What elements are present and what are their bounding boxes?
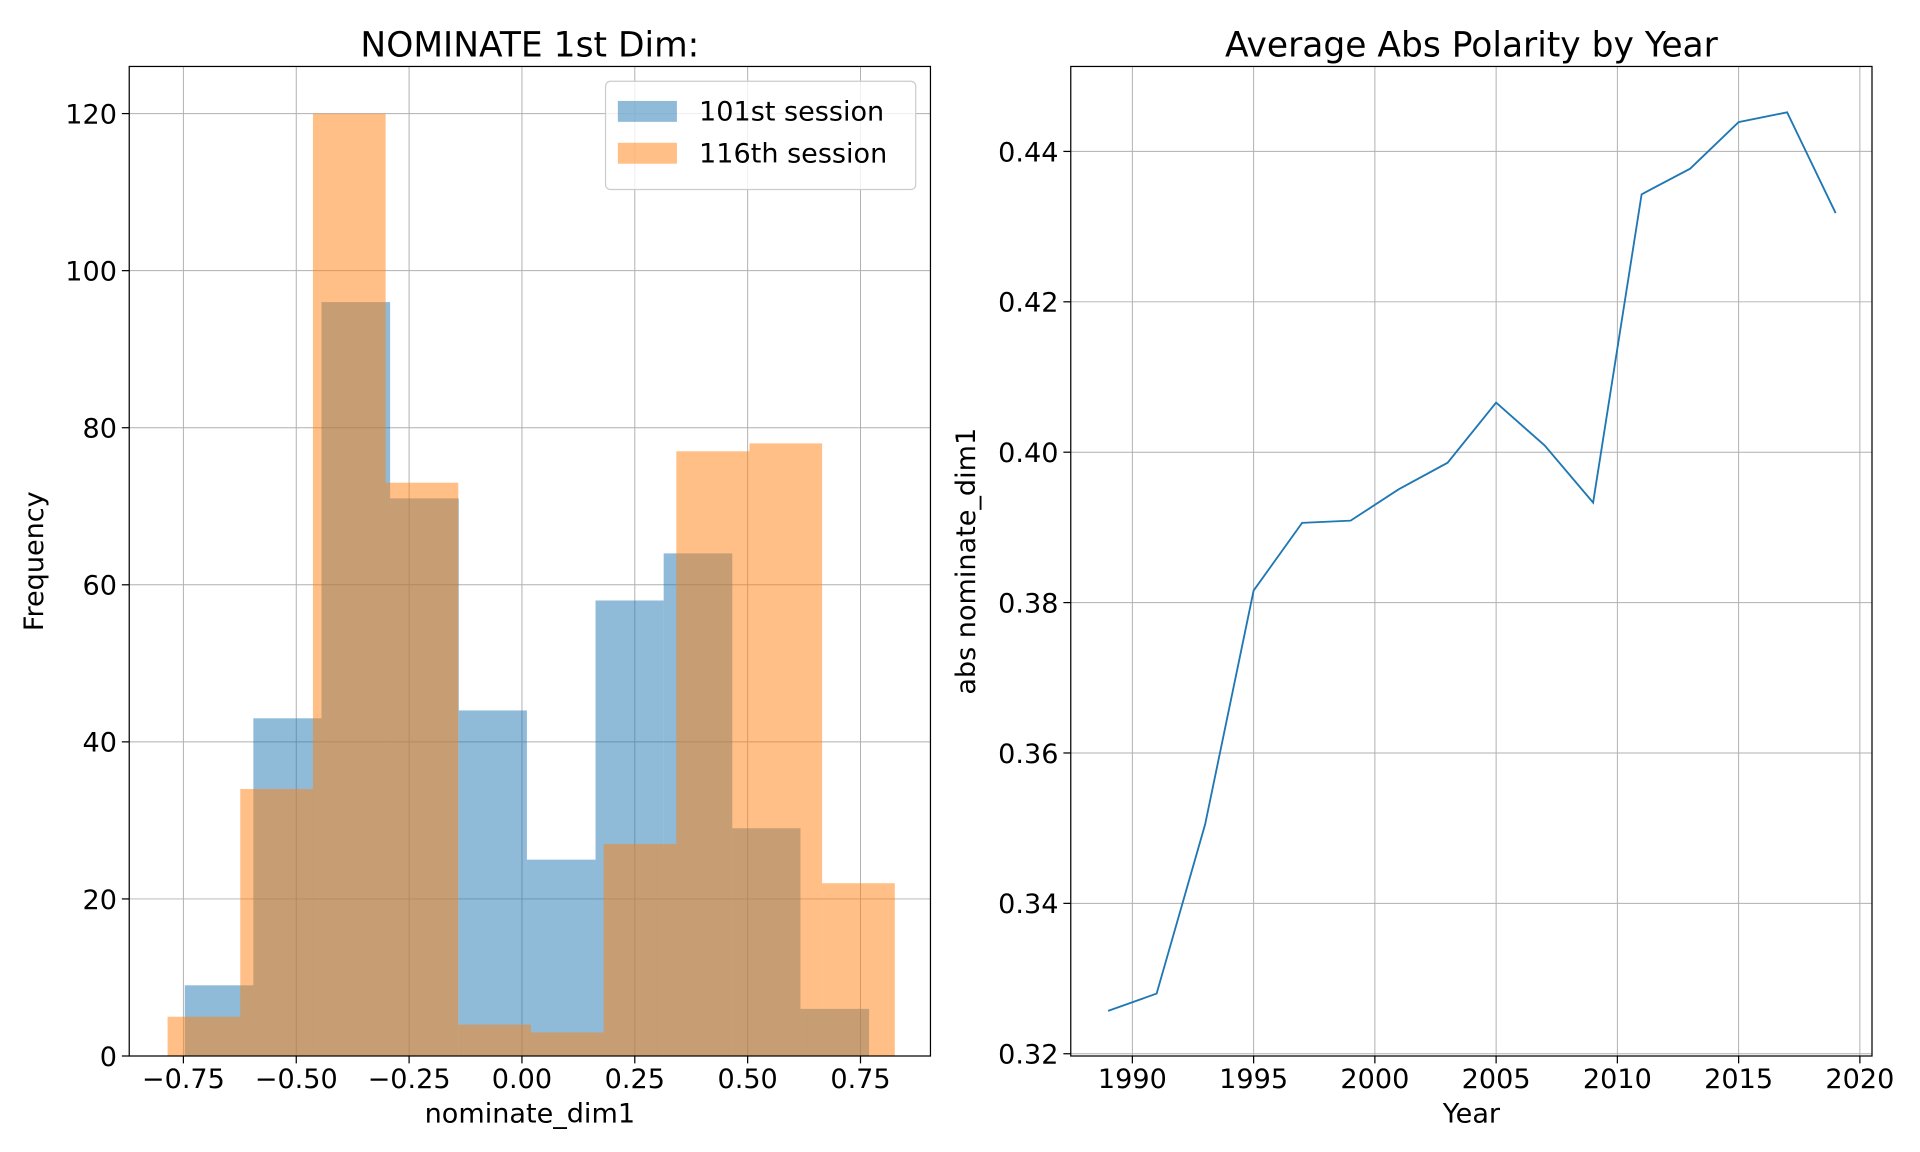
y-tick-label: 120 xyxy=(65,99,117,130)
y-tick-label: 0.44 xyxy=(998,137,1058,168)
x-tick-label: 2005 xyxy=(1462,1064,1531,1095)
histogram-bar xyxy=(167,1016,241,1056)
x-axis-label: Year xyxy=(1442,1098,1501,1129)
histogram-bar xyxy=(458,1024,531,1056)
histogram-bar xyxy=(240,788,313,1056)
histogram-bar xyxy=(458,710,527,1056)
histogram-bar xyxy=(749,443,823,1056)
legend-label: 101st session xyxy=(699,97,884,128)
legend-swatch xyxy=(617,142,677,164)
y-tick-label: 0.42 xyxy=(998,288,1058,319)
x-tick-label: 2010 xyxy=(1583,1064,1652,1095)
chart-title: NOMINATE 1st Dim: xyxy=(360,26,699,66)
y-tick-label: 100 xyxy=(65,256,117,287)
chart-title: Average Abs Polarity by Year xyxy=(1225,26,1719,66)
x-tick-label: 2015 xyxy=(1704,1064,1773,1095)
x-tick-label: 1990 xyxy=(1098,1064,1167,1095)
x-tick-label: 2020 xyxy=(1825,1064,1894,1095)
legend-box xyxy=(604,80,917,191)
histogram-bar xyxy=(526,859,596,1056)
y-tick-label: 60 xyxy=(82,571,116,602)
y-tick-label: 80 xyxy=(82,414,116,445)
histogram-bar xyxy=(822,883,895,1056)
y-tick-label: 0.32 xyxy=(998,1040,1058,1071)
x-tick-label: 0.75 xyxy=(830,1064,890,1095)
y-tick-label: 0.38 xyxy=(998,588,1058,619)
histogram-bar xyxy=(603,843,677,1056)
line-series xyxy=(1107,111,1837,1012)
y-tick-label: 0 xyxy=(100,1042,117,1073)
x-tick-label: 1995 xyxy=(1219,1064,1288,1095)
y-tick-label: 40 xyxy=(82,728,116,759)
histogram-bar xyxy=(312,113,386,1057)
legend-label: 116th session xyxy=(699,138,887,169)
x-axis-label: nominate_dim1 xyxy=(425,1098,635,1129)
y-tick-label: 20 xyxy=(82,885,116,916)
histogram-bar xyxy=(530,1032,604,1056)
x-tick-label: −0.25 xyxy=(368,1064,451,1095)
histogram-bar xyxy=(385,482,459,1056)
x-tick-label: 0.00 xyxy=(492,1064,552,1095)
x-tick-label: 0.25 xyxy=(605,1064,665,1095)
x-tick-label: −0.50 xyxy=(255,1064,338,1095)
x-tick-label: 2000 xyxy=(1340,1064,1409,1095)
y-tick-label: 0.34 xyxy=(998,889,1058,920)
y-tick-label: 0.36 xyxy=(998,739,1058,770)
legend: 101st session 116th session xyxy=(604,80,917,191)
y-axis-label: abs nominate_dim1 xyxy=(951,428,982,695)
histogram-bar xyxy=(676,451,750,1056)
x-tick-label: 0.50 xyxy=(718,1064,778,1095)
y-tick-label: 0.40 xyxy=(998,438,1058,469)
axes-frame xyxy=(1070,65,1873,1057)
y-axis-label: Frequency xyxy=(19,491,50,631)
x-tick-label: −0.75 xyxy=(142,1064,225,1095)
axes-frame xyxy=(128,65,932,1057)
legend-swatch xyxy=(617,100,677,122)
